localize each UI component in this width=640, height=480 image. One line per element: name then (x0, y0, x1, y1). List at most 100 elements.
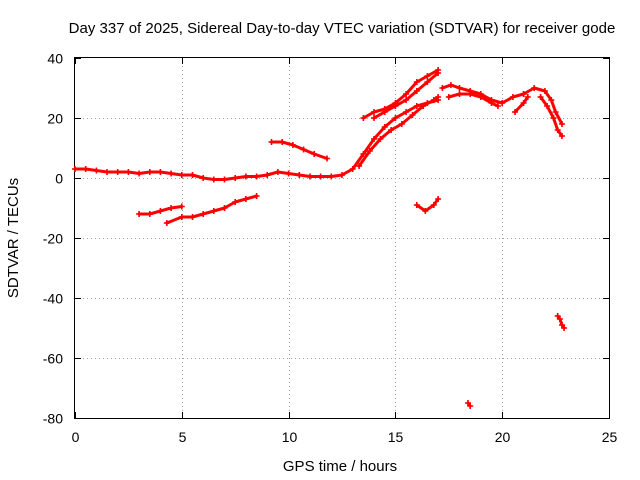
series-arc-11 (520, 85, 565, 127)
y-tick-label: 40 (47, 51, 63, 67)
data-point (371, 115, 377, 121)
data-point (388, 127, 395, 133)
data-point (422, 208, 429, 214)
data-point (488, 100, 495, 106)
data-point (339, 172, 345, 178)
data-point (178, 214, 185, 220)
grid (75, 58, 609, 418)
data-point (253, 173, 260, 180)
data-point (157, 208, 164, 214)
data-point (189, 214, 196, 220)
data-point (349, 166, 356, 172)
x-tick-label: 20 (495, 429, 511, 445)
y-tick-label: -80 (43, 411, 63, 427)
series-arc-1 (72, 97, 442, 183)
data-point (520, 91, 527, 97)
data-point (548, 97, 555, 103)
data-point (559, 121, 565, 127)
data-point (317, 173, 324, 180)
data-point (210, 208, 217, 214)
data-point (300, 146, 307, 153)
data-point (125, 169, 132, 175)
x-tick-label: 15 (388, 429, 404, 445)
series-arc-6 (163, 193, 260, 226)
series-arc-8 (413, 196, 442, 214)
data-point (554, 127, 561, 133)
data-point (467, 403, 474, 409)
data-point (494, 103, 501, 109)
series-arc-4 (371, 70, 442, 121)
data-point (285, 170, 292, 177)
data-point (512, 109, 518, 115)
series-line (415, 197, 440, 213)
data-point (232, 199, 239, 205)
data-point (232, 175, 239, 181)
data-point (477, 94, 484, 100)
data-point (168, 205, 175, 211)
data-point (381, 109, 388, 115)
data-point (136, 211, 143, 217)
y-tick-label: -40 (43, 291, 63, 307)
data-point (328, 173, 335, 180)
data-point (456, 91, 463, 97)
series-arc-7 (268, 139, 330, 162)
data-point (178, 172, 185, 178)
data-point (253, 193, 260, 199)
data-point (307, 173, 313, 180)
data-point (559, 133, 565, 139)
data-point (221, 176, 228, 183)
y-tick-label: -60 (43, 351, 63, 367)
series-line (270, 140, 329, 160)
data-point (467, 91, 474, 97)
data-point (537, 94, 544, 100)
data-point (93, 167, 100, 174)
data-point (403, 97, 410, 103)
series-arc-14 (554, 313, 568, 331)
data-point (445, 94, 452, 100)
series-arc-10 (445, 91, 501, 109)
data-point (435, 94, 442, 100)
data-point (556, 316, 563, 322)
data-point (435, 70, 442, 76)
series-line (522, 86, 564, 126)
data-point (242, 173, 249, 180)
x-tick-label: 0 (72, 429, 80, 445)
data-point (435, 196, 442, 202)
data-point (403, 109, 410, 115)
data-point (289, 142, 296, 148)
y-tick-label: -20 (43, 231, 63, 247)
data-point (413, 202, 420, 208)
data-point (371, 109, 377, 115)
data-point (456, 85, 463, 91)
data-point (403, 91, 410, 97)
data-point (136, 170, 143, 177)
series-arc-3 (360, 67, 442, 121)
series-line (357, 95, 440, 168)
y-tick-label: 20 (47, 111, 63, 127)
data-point (210, 176, 217, 183)
data-point (430, 202, 437, 208)
x-tick-label: 25 (602, 429, 618, 445)
data-point (82, 166, 89, 172)
data-point (274, 169, 281, 175)
data-point (200, 175, 207, 181)
data-point (104, 169, 110, 175)
data-point (541, 88, 548, 94)
data-point (157, 169, 164, 175)
data-point (178, 203, 185, 210)
data-point (360, 115, 367, 121)
series-arc-13 (512, 94, 531, 115)
data-point (509, 94, 516, 100)
data-point (447, 82, 454, 88)
data-point (264, 172, 271, 178)
data-point (531, 85, 538, 91)
data-point (524, 94, 531, 100)
data-point (279, 139, 286, 145)
series-line (165, 194, 259, 225)
data-point (296, 172, 303, 178)
data-point (114, 169, 121, 175)
data-point (392, 103, 399, 109)
data-point (72, 166, 78, 172)
data-point (146, 211, 153, 217)
